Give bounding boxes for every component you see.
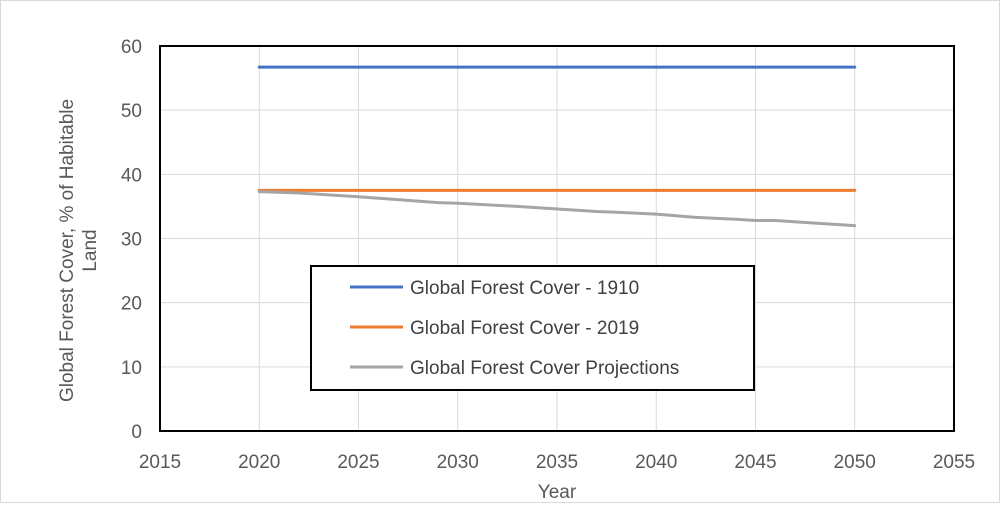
- x-tick-label: 2035: [536, 452, 578, 473]
- y-axis-title-line: Global Forest Cover, % of Habitable: [57, 99, 78, 402]
- plot-area-border: [159, 45, 955, 432]
- legend-label: Global Forest Cover Projections: [410, 358, 679, 379]
- y-tick-label: 30: [121, 230, 142, 251]
- legend: Global Forest Cover - 1910 Global Forest …: [310, 265, 755, 391]
- y-tick-label: 40: [121, 165, 142, 186]
- series-line: [257, 190, 857, 228]
- x-tick-label: 2015: [139, 452, 181, 473]
- y-axis-title: Global Forest Cover, % of Habitable Land: [57, 99, 101, 402]
- y-tick-label: 10: [121, 358, 142, 379]
- x-tick-label: 2020: [238, 452, 280, 473]
- y-tick-label: 0: [131, 422, 142, 443]
- gridlines: [159, 45, 955, 432]
- x-axis-title: Year: [538, 482, 577, 502]
- y-tick-label: 20: [121, 294, 142, 315]
- x-tick-label: 2025: [337, 452, 379, 473]
- y-axis-title-line: Land: [80, 229, 101, 271]
- y-tick-label: 50: [121, 101, 142, 122]
- x-tick-label: 2055: [933, 452, 975, 473]
- series-lines: [257, 65, 857, 228]
- legend-label: Global Forest Cover - 2019: [410, 318, 639, 339]
- y-tick-label: 60: [121, 37, 142, 58]
- x-tick-label: 2040: [635, 452, 677, 473]
- x-tick-label: 2045: [734, 452, 776, 473]
- x-tick-label: 2050: [834, 452, 876, 473]
- x-tick-label: 2030: [437, 452, 479, 473]
- legend-label: Global Forest Cover - 1910: [410, 278, 639, 299]
